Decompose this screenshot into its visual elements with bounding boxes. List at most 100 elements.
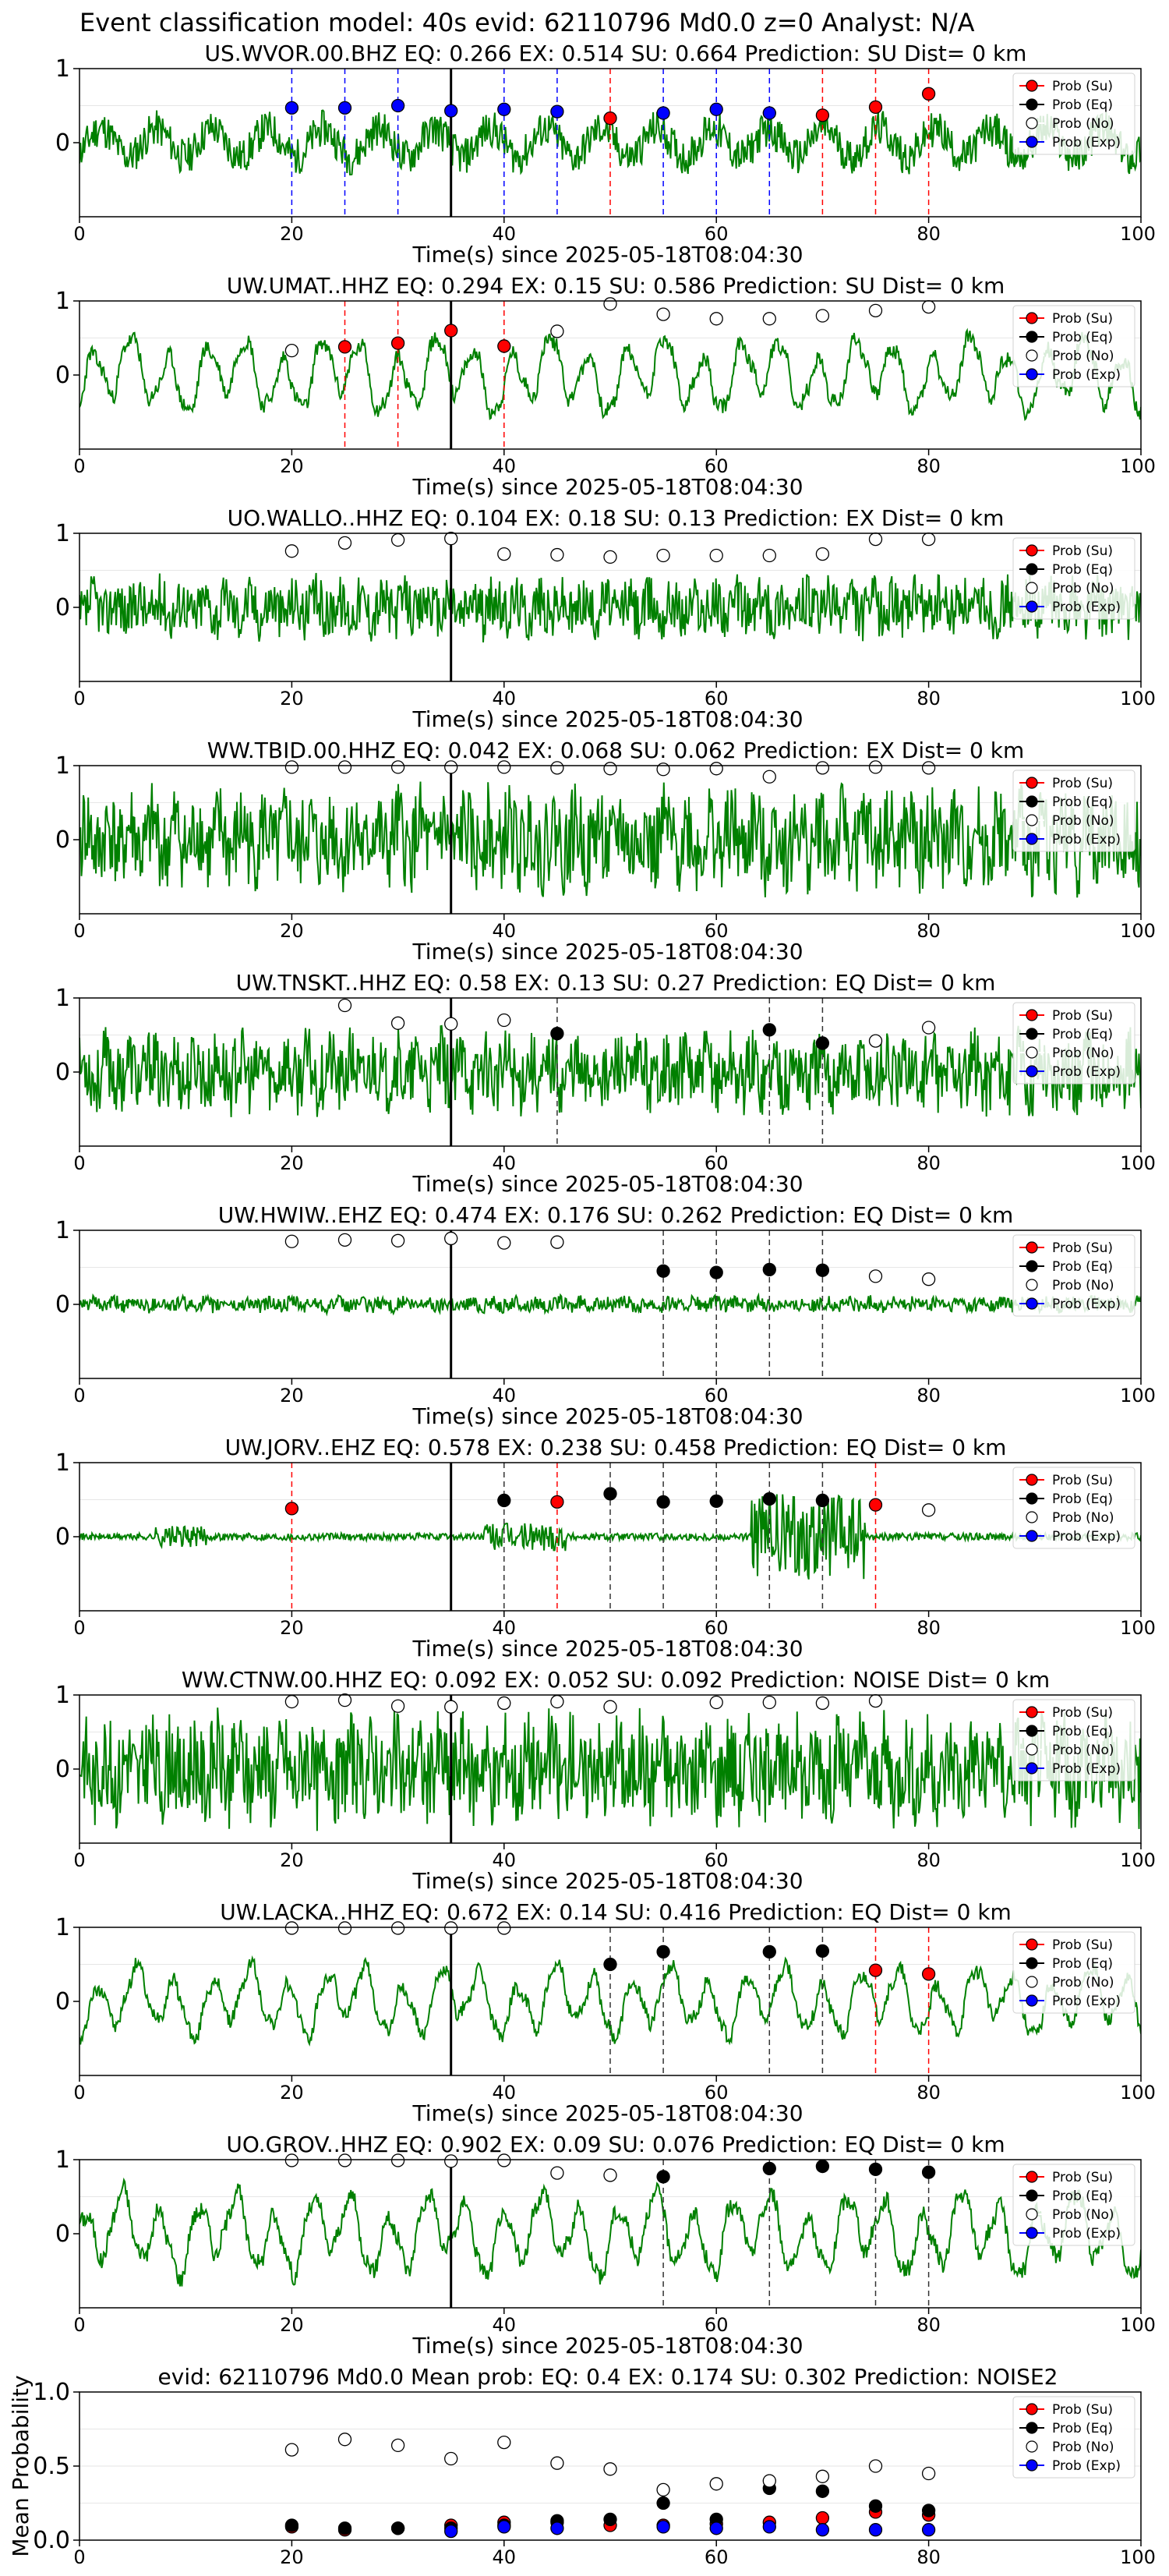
prob-marker-su <box>337 340 352 354</box>
prob-marker-exp <box>284 101 299 115</box>
prob-marker-no <box>921 1021 936 1035</box>
legend-marker-no <box>1026 1279 1038 1291</box>
y-tick-label: 0 <box>55 1291 70 1318</box>
legend-marker-eq <box>1026 2189 1038 2202</box>
legend-label: Prob (Su) <box>1052 1008 1113 1024</box>
prob-marker-no <box>497 2153 511 2167</box>
prob-marker-eq <box>497 1493 511 1508</box>
x-tick-label: 20 <box>280 1849 304 1871</box>
x-tick-label: 40 <box>493 1152 517 1174</box>
prob-marker-su <box>284 1502 299 1516</box>
prob-marker-no <box>762 312 776 326</box>
legend: Prob (Su) Prob (Eq) Prob (No) Prob (Exp) <box>1012 1931 1135 2014</box>
y-tick-label: 0 <box>55 129 70 157</box>
x-tick-label: 20 <box>280 1385 304 1407</box>
prob-marker-no <box>337 536 352 550</box>
prob-marker-no <box>390 1016 405 1030</box>
x-tick-label: 60 <box>705 2546 729 2568</box>
prob-marker-no <box>815 309 830 323</box>
waveform-trace <box>79 1955 1141 2047</box>
x-tick-label: 60 <box>705 223 729 245</box>
prob-marker-no <box>284 1234 299 1248</box>
panel-11: evid: 62110796 Md0.0 Mean prob: EQ: 0.4 … <box>8 2364 1156 2568</box>
x-tick-label: 60 <box>705 2082 729 2104</box>
x-tick-label: 0 <box>73 1617 85 1639</box>
x-tick-label: 40 <box>493 1617 517 1639</box>
x-tick-label: 0 <box>73 223 85 245</box>
panel-6: UW.HWIW..EHZ EQ: 0.474 EX: 0.176 SU: 0.2… <box>55 1202 1156 1429</box>
legend-label: Prob (Exp) <box>1052 1994 1121 2009</box>
legend-label: Prob (Eq) <box>1052 794 1113 810</box>
prob-marker-no <box>603 550 617 564</box>
x-tick-label: 40 <box>493 1385 517 1407</box>
prob-marker-exp <box>550 2521 564 2535</box>
prob-marker-exp <box>390 98 405 113</box>
x-tick-label: 80 <box>916 2546 941 2568</box>
y-tick-label: 0 <box>55 594 70 621</box>
legend-marker-eq <box>1026 98 1038 111</box>
prob-marker-su <box>444 324 458 338</box>
legend-marker-eq <box>1026 331 1038 343</box>
prob-marker-no <box>444 760 458 774</box>
legend-label: Prob (Exp) <box>1052 367 1121 383</box>
x-tick-label: 60 <box>705 2314 729 2336</box>
legend-marker-su <box>1026 1706 1038 1718</box>
x-tick-label: 0 <box>73 2082 85 2104</box>
prob-marker-no <box>550 1235 564 1249</box>
legend-box <box>1012 537 1135 620</box>
legend-label: Prob (Su) <box>1052 776 1113 791</box>
prob-marker-eq <box>762 1944 776 1959</box>
panel-title: evid: 62110796 Md0.0 Mean prob: EQ: 0.4 … <box>158 2364 1058 2390</box>
x-tick-label: 20 <box>280 2314 304 2336</box>
legend-label: Prob (Su) <box>1052 1240 1113 1256</box>
legend-label: Prob (Su) <box>1052 2402 1113 2418</box>
prob-marker-eq <box>868 2499 883 2513</box>
legend: Prob (Su) Prob (Eq) Prob (No) Prob (Exp) <box>1012 537 1135 620</box>
prob-marker-no <box>390 1921 405 1935</box>
legend-marker-su <box>1026 1474 1038 1486</box>
prob-marker-no <box>815 2469 830 2483</box>
prob-marker-exp <box>709 102 723 116</box>
prob-marker-exp <box>337 101 352 115</box>
prob-marker-exp <box>444 2524 458 2539</box>
legend: Prob (Su) Prob (Eq) Prob (No) Prob (Exp) <box>1012 1002 1135 1085</box>
prob-marker-no <box>815 547 830 561</box>
prob-marker-no <box>921 761 936 775</box>
prob-marker-no <box>497 2435 511 2450</box>
y-tick-label: 1 <box>55 55 70 83</box>
legend-label: Prob (Su) <box>1052 1705 1113 1721</box>
prob-marker-no <box>550 2456 564 2470</box>
x-tick-label: 80 <box>916 455 941 477</box>
legend-label: Prob (Su) <box>1052 79 1113 94</box>
x-tick-label: 40 <box>493 2082 517 2104</box>
legend: Prob (Su) Prob (Eq) Prob (No) Prob (Exp) <box>1012 1467 1135 1549</box>
prob-marker-exp <box>497 102 511 116</box>
x-tick-label: 60 <box>705 688 729 709</box>
legend-marker-no <box>1026 582 1038 594</box>
prob-marker-eq <box>550 1026 564 1041</box>
prob-marker-no <box>284 2153 299 2167</box>
panel-title: UO.WALLO..HHZ EQ: 0.104 EX: 0.18 SU: 0.1… <box>228 505 1005 531</box>
legend-marker-su <box>1026 1241 1038 1254</box>
prob-marker-exp <box>921 2523 936 2537</box>
x-tick-label: 60 <box>705 1849 729 1871</box>
legend-label: Prob (Eq) <box>1052 330 1113 345</box>
legend-label: Prob (No) <box>1052 1975 1114 1990</box>
x-tick-label: 100 <box>1120 2314 1156 2336</box>
x-axis-label: Time(s) since 2025-05-18T08:04:30 <box>411 1868 803 1894</box>
y-tick-label: 0 <box>55 1059 70 1086</box>
x-axis-label: Time(s) since 2025-05-18T08:04:30 <box>411 242 803 267</box>
legend-marker-eq <box>1026 1028 1038 1040</box>
legend-marker-exp <box>1026 1762 1038 1775</box>
prob-marker-su <box>921 87 936 101</box>
x-axis-label: Time(s) since 2025-05-18T08:04:30 <box>411 2333 803 2358</box>
legend-marker-no <box>1026 1511 1038 1523</box>
legend-marker-eq <box>1026 2422 1038 2434</box>
legend-label: Prob (Su) <box>1052 2170 1113 2185</box>
prob-marker-eq <box>868 2162 883 2177</box>
prob-marker-no <box>444 2154 458 2168</box>
prob-marker-no <box>762 770 776 784</box>
prob-marker-su <box>868 1498 883 1512</box>
legend-marker-eq <box>1026 1492 1038 1505</box>
legend-box <box>1012 1467 1135 1549</box>
